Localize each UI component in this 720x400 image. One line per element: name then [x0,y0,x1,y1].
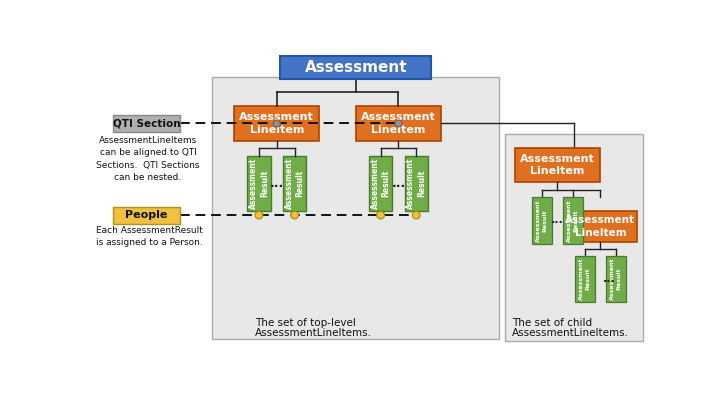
Text: AssessmentLineItems
can be aligned to QTI
Sections.  QTI Sections
can be nested.: AssessmentLineItems can be aligned to QT… [96,136,199,182]
FancyBboxPatch shape [113,115,180,132]
Text: Assessment
Result: Assessment Result [371,158,391,209]
Circle shape [377,211,384,219]
FancyBboxPatch shape [606,256,626,302]
FancyBboxPatch shape [575,256,595,302]
FancyBboxPatch shape [212,77,499,339]
FancyBboxPatch shape [564,211,637,242]
Text: ...: ... [551,216,564,226]
Text: Each AssessmentResult
is assigned to a Person.: Each AssessmentResult is assigned to a P… [96,226,203,247]
FancyBboxPatch shape [283,156,306,211]
FancyBboxPatch shape [405,156,428,211]
Text: ...: ... [392,177,405,190]
Circle shape [274,120,280,127]
Text: AssessmentLineItems.: AssessmentLineItems. [512,328,629,338]
Text: Assessment
Result: Assessment Result [567,199,578,242]
FancyBboxPatch shape [356,106,441,141]
Circle shape [291,211,299,219]
Text: Assessment
Result: Assessment Result [284,158,305,209]
Text: Assessment
LineItem: Assessment LineItem [565,216,635,238]
FancyBboxPatch shape [113,207,180,224]
FancyBboxPatch shape [505,134,644,341]
FancyBboxPatch shape [369,156,392,211]
Text: AssessmentLineItems.: AssessmentLineItems. [255,328,372,338]
Text: Assessment
Result: Assessment Result [579,258,590,300]
Text: ...: ... [270,177,284,190]
Text: Assessment
LineItem: Assessment LineItem [361,112,436,135]
FancyBboxPatch shape [248,156,271,211]
Circle shape [413,211,420,219]
Text: Assessment
Result: Assessment Result [406,158,426,209]
FancyBboxPatch shape [234,106,320,141]
Text: QTI Section: QTI Section [113,118,181,128]
Text: Assessment
LineItem: Assessment LineItem [239,112,314,135]
Text: ...: ... [603,274,616,284]
Text: Assessment
Result: Assessment Result [249,158,269,209]
Text: The set of top-level: The set of top-level [255,318,356,328]
Text: Assessment
Result: Assessment Result [611,258,621,300]
FancyBboxPatch shape [563,197,583,244]
Text: Assessment
LineItem: Assessment LineItem [520,154,595,176]
Circle shape [255,211,263,219]
Text: Assessment: Assessment [305,60,407,75]
FancyBboxPatch shape [515,148,600,182]
Circle shape [395,120,402,127]
Text: Assessment
Result: Assessment Result [536,199,547,242]
Text: People: People [125,210,168,220]
Text: The set of child: The set of child [512,318,592,328]
FancyBboxPatch shape [280,56,431,79]
FancyBboxPatch shape [532,197,552,244]
